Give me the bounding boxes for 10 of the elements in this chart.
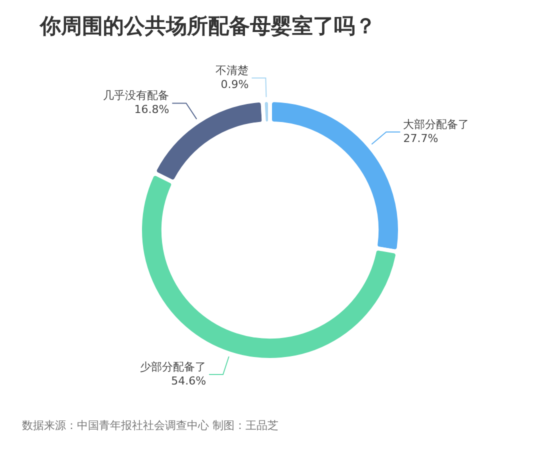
source-note: 数据来源：中国青年报社社会调查中心 制图：王品芝: [22, 418, 278, 433]
slice-label: 少部分配备了: [140, 360, 206, 374]
data-label: 0.9%: [220, 78, 249, 91]
data-label: 16.8%: [134, 103, 170, 116]
chart-title: 你周围的公共场所配备母婴室了吗？: [40, 13, 376, 40]
slice-label: 不清楚: [216, 64, 249, 77]
data-label: 27.7%: [403, 132, 438, 145]
slice-label: 大部分配备了: [403, 118, 470, 131]
data-label: 54.6%: [171, 374, 206, 388]
slice-label: 几乎没有配备: [103, 89, 170, 102]
